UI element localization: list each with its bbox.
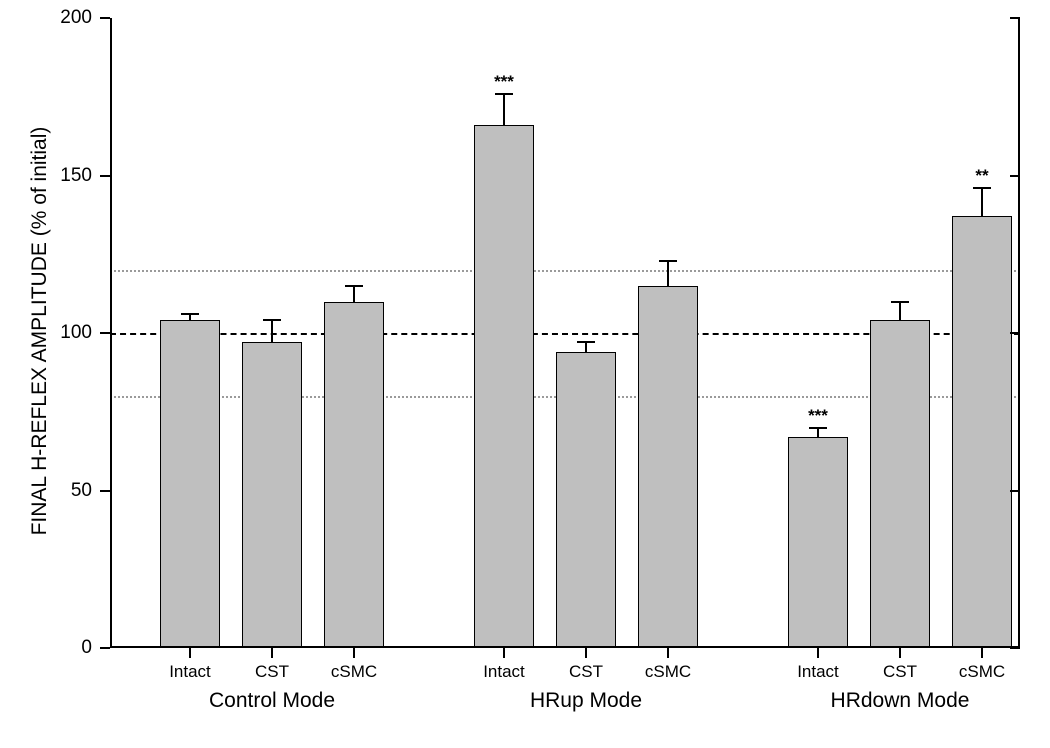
significance-label: *** (494, 72, 514, 92)
error-bar-cap (181, 313, 199, 315)
bar (160, 320, 220, 648)
bar (242, 342, 302, 648)
x-category-label: CST (883, 662, 917, 682)
x-tick (271, 648, 273, 658)
error-bar-stem (899, 302, 901, 321)
x-category-label: cSMC (645, 662, 691, 682)
x-category-label: CST (569, 662, 603, 682)
plot-area: ******** (110, 18, 1020, 648)
x-axis-line (110, 646, 1020, 648)
bar (788, 437, 848, 648)
x-tick (981, 648, 983, 658)
y-tick-label: 200 (0, 7, 92, 29)
x-tick (817, 648, 819, 658)
bar (638, 286, 698, 648)
error-bar-stem (981, 188, 983, 216)
y-tick (100, 490, 110, 492)
x-category-label: Intact (169, 662, 211, 682)
bar (324, 302, 384, 649)
error-bar-cap (809, 427, 827, 429)
x-category-label: cSMC (959, 662, 1005, 682)
x-group-label: HRdown Mode (831, 689, 970, 713)
y-tick (100, 17, 110, 19)
y-tick (100, 175, 110, 177)
bar (870, 320, 930, 648)
bar-chart: ********050100150200IntactCSTcSMCControl… (0, 0, 1050, 748)
y-tick (100, 332, 110, 334)
x-category-label: Intact (483, 662, 525, 682)
significance-label: *** (808, 406, 828, 426)
x-tick (189, 648, 191, 658)
x-category-label: Intact (797, 662, 839, 682)
y-axis-title: FINAL H-REFLEX AMPLITUDE (% of initial) (28, 91, 52, 571)
error-bar-stem (503, 94, 505, 126)
x-tick (353, 648, 355, 658)
error-bar-stem (353, 286, 355, 302)
y-tick-right (1010, 490, 1020, 492)
bar (556, 352, 616, 648)
y-tick-right (1010, 332, 1020, 334)
x-tick (503, 648, 505, 658)
reference-line (110, 270, 1020, 272)
x-group-label: HRup Mode (530, 689, 642, 713)
bar (952, 216, 1012, 648)
error-bar-cap (495, 93, 513, 95)
x-category-label: cSMC (331, 662, 377, 682)
y-tick-right (1010, 647, 1020, 649)
bar (474, 125, 534, 648)
significance-label: ** (975, 166, 988, 186)
y-tick-right (1010, 175, 1020, 177)
error-bar-cap (891, 301, 909, 303)
x-tick (667, 648, 669, 658)
y-tick-label: 0 (0, 637, 92, 659)
error-bar-cap (659, 260, 677, 262)
y-axis-line (110, 18, 112, 648)
error-bar-cap (263, 319, 281, 321)
error-bar-cap (345, 285, 363, 287)
x-tick (585, 648, 587, 658)
x-group-label: Control Mode (209, 689, 335, 713)
error-bar-stem (585, 342, 587, 351)
error-bar-stem (667, 261, 669, 286)
error-bar-cap (973, 187, 991, 189)
y-tick-right (1010, 17, 1020, 19)
error-bar-stem (271, 320, 273, 342)
x-tick (899, 648, 901, 658)
x-category-label: CST (255, 662, 289, 682)
y-tick (100, 647, 110, 649)
error-bar-stem (817, 428, 819, 437)
error-bar-cap (577, 341, 595, 343)
